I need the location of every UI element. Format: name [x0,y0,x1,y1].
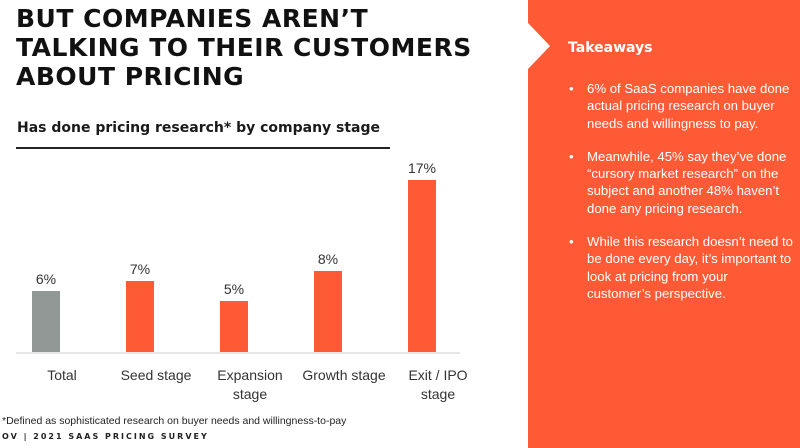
x-axis-label-line: Exit / IPO [408,367,468,383]
bar-value-label: 6% [35,271,57,287]
bar [32,291,60,352]
bar [408,180,436,352]
takeaways-list: • 6% of SaaS companies have done actual p… [567,80,795,318]
chart-subtitle: Has done pricing research* by company st… [17,120,381,136]
bar-group: 8% [314,251,342,352]
bar-value-label: 17% [407,160,437,176]
takeaway-item: • Meanwhile, 45% say they’ve done “cursor… [567,148,795,217]
x-axis-label: Expansion stage [200,366,300,404]
bullet-icon: • [569,81,574,96]
bar [314,271,342,352]
takeaway-text: While this research doesn’t need to be d… [587,234,793,301]
footer-source: OV | 2021 SAAS PRICING SURVEY [2,432,209,441]
x-axis-label-line: Expansion [217,367,283,383]
x-axis-label-line: stage [232,386,268,402]
slide-title-line-1: BUT COMPANIES AREN’T [16,4,369,33]
bar [126,281,154,352]
bullet-icon: • [569,148,574,164]
slide-title-line-3: ABOUT PRICING [16,62,245,91]
x-axis-label: Exit / IPO stage [388,366,488,404]
takeaway-text: Meanwhile, 45% say they’ve done “cursory… [587,148,787,216]
slide-title: BUT COMPANIES AREN’T TALKING TO THEIR CU… [16,4,516,91]
x-axis-labels: Total Seed stage Expansion stage Growth stag… [0,366,470,406]
x-axis-label: Total [12,366,112,385]
bar-group: 6% [32,271,60,352]
x-axis-label-line: Growth stage [302,367,386,383]
takeaway-item: • 6% of SaaS companies have done actual p… [567,80,795,132]
chart-baseline [16,352,460,354]
subtitle-divider [16,147,390,149]
takeaways-panel [528,0,800,448]
bar [220,301,248,352]
bar-value-label: 5% [223,281,245,297]
x-axis-label-line: stage [420,386,456,402]
footnote: *Defined as sophisticated research on bu… [2,415,347,427]
x-axis-label: Growth stage [294,366,394,385]
slide-title-line-2: TALKING TO THEIR CUSTOMERS [16,33,472,62]
bar-group: 17% [408,160,436,352]
bar-group: 5% [220,281,248,352]
x-axis-label-line: Total [47,367,77,383]
bullet-icon: • [569,234,574,250]
bar-chart: 6% 7% 5% 8% 17% [16,160,460,354]
x-axis-label-line: Seed stage [120,367,192,383]
panel-arrow-notch [528,23,550,69]
bar-value-label: 8% [317,251,339,267]
bar-value-label: 7% [129,261,151,277]
x-axis-label: Seed stage [106,366,206,385]
takeaways-heading: Takeaways [568,40,653,56]
takeaway-item: • While this research doesn’t need to be … [567,233,795,302]
bar-group: 7% [126,261,154,352]
takeaway-text: 6% of SaaS companies have done actual pr… [587,81,790,131]
